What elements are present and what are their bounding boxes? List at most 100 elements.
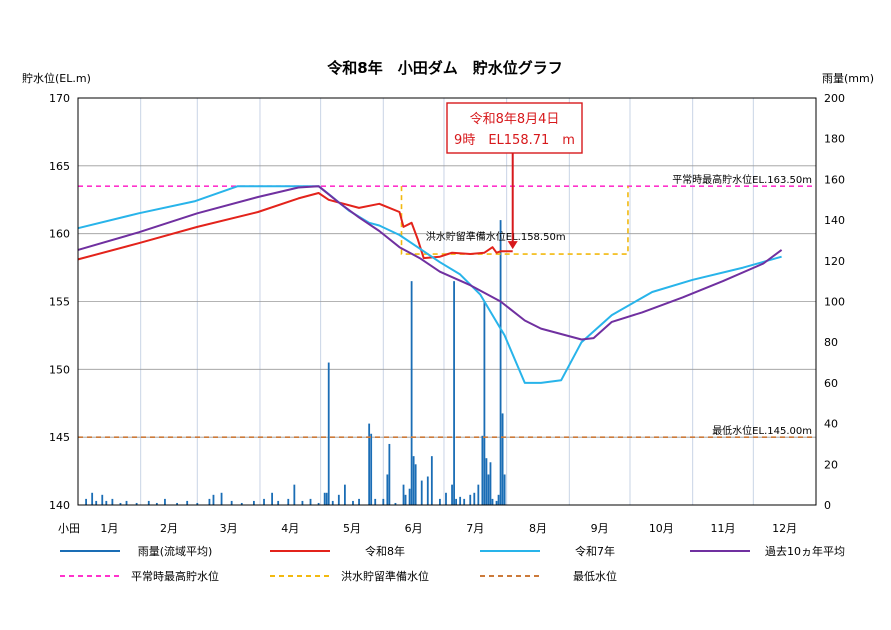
right-tick-label: 0 [824,499,831,512]
month-label: 7月 [466,522,484,535]
rain-bar [331,500,334,505]
rain-bar [164,498,166,505]
rain-bar [147,500,150,505]
rain-bar [263,498,265,505]
series-line [77,185,782,384]
left-tick-label: 170 [49,92,70,105]
month-label: 11月 [710,522,735,535]
rain-bar [430,456,433,505]
rain-bar [352,500,354,505]
rain-bar [105,500,108,505]
right-tick-label: 200 [824,92,845,105]
reference-label: 最低水位EL.145.00m [712,424,812,437]
right-tick-label: 20 [824,458,838,471]
right-tick-label: 40 [824,418,838,431]
left-tick-label: 155 [49,296,70,309]
rain-bar [439,498,441,505]
rain-bar [382,498,385,505]
rain-bar [327,362,330,505]
rain-bar [358,498,360,505]
right-tick-label: 60 [824,377,838,390]
rain-bar [489,462,492,505]
rain-bar [119,502,122,505]
callout-arrowhead [507,241,518,250]
rain-bar [135,502,138,505]
rain-bar [317,502,320,505]
callout-level: 9時 EL158.71 m [454,133,575,148]
rain-bar [414,464,417,505]
rain-bar [370,433,373,505]
month-label: 4月 [281,522,299,535]
rain-bar [293,484,296,505]
rain-bar [101,494,104,505]
month-label: 9月 [591,522,609,535]
rain-bar [388,443,391,505]
rain-bar [220,492,223,505]
rain-bar [325,492,328,505]
rain-bar [95,500,98,505]
rain-bar [499,220,502,505]
rain-bar [495,500,498,505]
right-axis-label: 雨量(mm) [822,72,874,85]
month-label: 1月 [100,522,118,535]
right-tick-label: 120 [824,255,845,268]
rain-bar [301,500,304,505]
month-label: 8月 [529,522,547,535]
left-tick-label: 145 [49,431,70,444]
right-tick-label: 160 [824,173,845,186]
rain-bar [368,423,371,505]
month-label: 2月 [160,522,178,535]
rain-bar [287,498,290,505]
rain-bar [271,492,274,505]
right-tick-label: 100 [824,296,845,309]
rain-bar [483,301,486,505]
left-tick-label: 160 [49,228,70,241]
callout-box [446,102,583,154]
right-tick-label: 180 [824,133,845,146]
rain-bar [386,474,389,505]
rain-bar [469,494,472,505]
rain-bar [343,484,346,505]
legend-label: 洪水貯留準備水位 [341,569,429,583]
rain-bar [485,458,488,505]
left-axis-label: 貯水位(EL.m) [22,71,91,85]
rain-bar [277,500,280,505]
rain-bar [455,498,457,505]
series-line [77,192,513,261]
corner-label: 小田 [58,522,80,535]
rain-bar [451,484,453,505]
flood-reserve-label: 洪水貯留準備水位EL.158.50m [426,230,566,243]
rain-bar [85,498,87,505]
right-tick-label: 140 [824,214,845,227]
rain-bar [230,500,233,505]
rain-bar [473,492,476,505]
rain-bar [212,494,215,505]
legend-label: 最低水位 [573,569,617,583]
left-tick-label: 165 [49,160,70,173]
rain-bar [111,498,114,505]
rain-bar [208,498,211,505]
rain-bar [412,456,415,505]
rain-bar [240,502,243,505]
rain-bar [404,494,407,505]
rain-bar [453,281,455,505]
left-tick-label: 150 [49,363,70,376]
rain-bar [481,435,484,505]
rain-bar [491,498,494,505]
right-tick-label: 80 [824,336,838,349]
rain-bar [374,498,377,505]
rain-bar [176,502,178,505]
rain-bar [253,500,255,505]
left-tick-label: 140 [49,499,70,512]
rain-bar [497,494,500,505]
rain-bar [410,281,413,505]
rain-bar [394,502,397,505]
rain-bar [501,413,504,505]
rain-bar [463,498,466,505]
legend-label: 雨量(流域平均) [138,544,213,558]
legend-label: 平常時最高貯水位 [131,569,219,583]
month-label: 6月 [405,522,423,535]
rain-bar [125,500,128,505]
